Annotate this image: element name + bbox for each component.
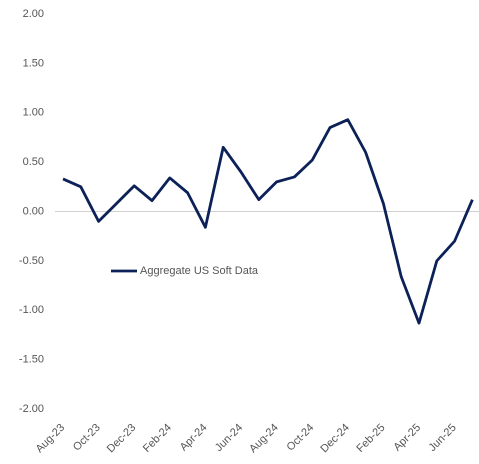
y-tick-label: 1.00 (23, 107, 44, 119)
y-tick-label: -0.50 (19, 255, 44, 267)
series-line (62, 118, 474, 325)
x-tick-label: Aug-23 (34, 422, 68, 456)
x-tick-label: Apr-24 (178, 422, 210, 454)
x-tick-label: Oct-23 (71, 422, 103, 454)
x-tick-label: Jun-25 (427, 422, 459, 454)
y-tick-label: 2.00 (23, 8, 44, 20)
x-tick-label: Feb-25 (354, 422, 387, 455)
x-tick-label: Jun-24 (213, 422, 245, 454)
y-tick-label: 0.00 (23, 205, 44, 217)
x-tick-label: Dec-23 (105, 422, 139, 456)
x-tick-label: Apr-25 (391, 422, 423, 454)
legend-label: Aggregate US Soft Data (140, 265, 259, 277)
y-tick-label: -1.00 (19, 304, 44, 316)
x-tick-label: Feb-24 (141, 422, 174, 455)
y-tick-label: 0.50 (23, 156, 44, 168)
x-tick-label: Dec-24 (318, 422, 352, 456)
x-tick-label: Oct-24 (285, 422, 317, 454)
y-tick-label: 1.50 (23, 57, 44, 69)
y-tick-label: -1.50 (19, 354, 44, 366)
y-tick-label: -2.00 (19, 403, 44, 415)
x-tick-label: Aug-24 (247, 422, 281, 456)
